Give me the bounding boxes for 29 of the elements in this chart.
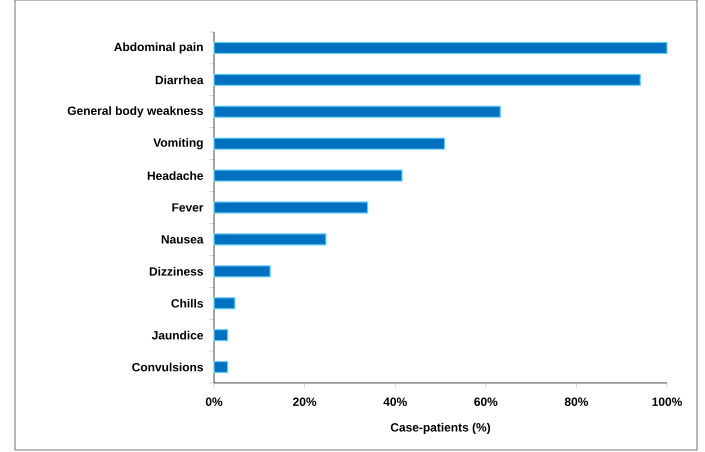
x-tick-label: 40% — [383, 398, 407, 406]
y-tick-label: Nausea — [162, 235, 204, 244]
bar — [213, 297, 236, 310]
y-tick-label: Fever — [172, 203, 204, 212]
bar — [213, 265, 271, 278]
y-tick-label: General body weakness — [68, 106, 203, 118]
bar — [213, 74, 641, 86]
bar — [213, 169, 403, 182]
y-tick-label: Vomiting — [153, 138, 203, 150]
y-tick-label: Headache — [148, 171, 204, 180]
y-tick-label: Diarrhea — [156, 75, 204, 84]
y-tick-label: Chills — [171, 298, 203, 308]
x-axis-title: Case-patients (%) — [390, 422, 490, 434]
bar — [213, 201, 368, 214]
x-tick-label: 20% — [293, 398, 316, 406]
bar — [213, 138, 446, 150]
bar — [213, 106, 501, 118]
bar — [213, 233, 326, 246]
y-tick-label: Abdominal pain — [114, 42, 203, 54]
y-tick-label: Dizziness — [150, 266, 203, 276]
bar — [213, 329, 228, 342]
x-tick-label: 100% — [652, 398, 682, 406]
x-tick-label: 80% — [564, 398, 588, 406]
bar — [213, 360, 228, 374]
bar — [213, 42, 668, 54]
x-tick-label: 0% — [206, 398, 222, 406]
x-tick-label: 60% — [474, 398, 498, 406]
y-tick-label: Jaundice — [152, 330, 204, 340]
y-tick-label: Convulsions — [132, 362, 203, 372]
